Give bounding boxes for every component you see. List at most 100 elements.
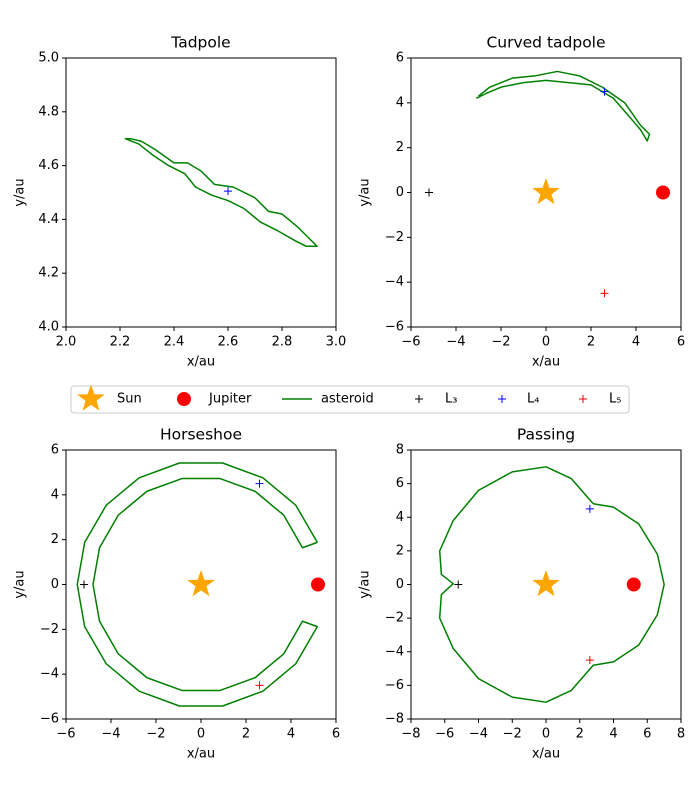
x-tick-label: 2.6 [218,335,239,350]
subplot-title: Tadpole [170,34,230,52]
lagrange-marker [579,395,587,403]
y-tick-label: −4 [40,667,59,682]
plot-area [425,70,670,298]
series [187,569,215,597]
series [532,177,560,205]
y-tick-label: 4.4 [38,212,59,227]
lagrange-marker [255,681,264,690]
y-tick-label: 4 [396,510,404,525]
x-tick-label: 4 [632,335,640,350]
lagrange-marker [80,580,88,589]
series [532,569,560,597]
y-axis-label: y/au [358,570,373,598]
series [585,656,594,665]
lagrange-marker [224,187,232,196]
x-tick-label: 2 [587,335,595,350]
legend-label: Sun [117,392,142,407]
series [80,580,88,589]
y-tick-label: 0 [396,577,404,592]
x-axis-label: x/au [187,355,215,370]
x-tick-label: −4 [446,335,465,350]
lagrange-marker [454,580,463,589]
y-tick-label: 4.8 [38,104,59,119]
jupiter-marker [311,577,325,592]
axes-frame [410,449,682,720]
axes-frame [65,449,337,720]
lagrange-marker [425,188,433,197]
y-tick-label: 2 [396,543,404,558]
y-tick-label: 4.2 [38,266,59,281]
asteroid-path [438,466,665,703]
legend-label: asteroid [321,392,374,407]
series [438,466,665,703]
y-tick-label: −4 [385,644,404,659]
series [311,577,325,592]
y-tick-label: 4.6 [38,158,59,173]
y-tick-label: −8 [385,712,404,727]
x-tick-label: −4 [101,727,120,742]
plot-area [438,466,665,703]
lagrange-marker [600,289,609,298]
jupiter-marker [656,185,670,200]
plot-area [124,137,318,248]
lagrange-marker [600,87,609,96]
subplot-title: Curved tadpole [486,34,605,52]
y-tick-label: −4 [385,275,404,290]
legend-frame [70,385,630,414]
x-tick-label: −4 [469,727,488,742]
series [224,187,232,196]
series [600,87,609,96]
x-tick-label: −2 [146,727,165,742]
sun-marker [77,384,105,411]
y-tick-label: 6 [396,51,404,66]
series [585,504,594,513]
y-tick-label: 6 [51,443,59,458]
sun-marker [532,569,560,597]
x-tick-label: −6 [56,727,75,742]
subplot: Horseshoe x/au y/au −6 −4 −2 0 2 4 6 −6 −4 −2 0 2 4 6 [13,426,341,762]
jupiter-marker [177,392,191,406]
series [255,681,264,690]
subplot: Passing x/au y/au −8 −6 −4 −2 0 2 4 6 8 −8 −6 −4 −2 0 2 4 6… [358,426,686,762]
x-tick-label: 6 [677,335,685,350]
legend-label: L₃ [445,392,457,407]
legend: Sun Jupiter asteroid L₃ L₄ L₅ [70,384,630,414]
y-tick-label: −2 [385,611,404,626]
series [475,70,651,142]
x-tick-label: 2 [242,727,250,742]
x-axis-label: x/au [532,747,560,762]
y-tick-label: −2 [40,622,59,637]
x-tick-label: 2.8 [272,335,293,350]
series [454,580,463,589]
y-axis-label: y/au [13,570,28,598]
legend-label: L₅ [609,392,621,407]
sun-marker [532,177,560,205]
x-tick-label: 0 [197,727,205,742]
subplot-title: Horseshoe [160,426,242,444]
series [626,577,641,592]
x-tick-label: 2 [576,727,584,742]
y-tick-label: 4.0 [38,320,59,335]
y-tick-label: 0 [51,577,59,592]
y-axis-label: y/au [13,178,28,206]
x-tick-label: −2 [491,335,510,350]
y-axis-label: y/au [358,178,373,206]
series [255,479,264,488]
lagrange-marker [585,504,594,513]
legend-label: L₄ [527,392,539,407]
series [656,185,670,200]
y-tick-label: −6 [385,678,404,693]
y-tick-label: −2 [385,230,404,245]
x-tick-label: 4 [609,727,617,742]
x-tick-label: 6 [643,727,651,742]
y-tick-label: 2 [51,532,59,547]
x-tick-label: 2.4 [164,335,185,350]
y-tick-label: 6 [396,476,404,491]
y-tick-label: 2 [396,140,404,155]
x-tick-label: 2.2 [110,335,131,350]
axes-frame [65,57,337,328]
sun-marker [187,569,215,597]
x-tick-label: 0 [542,335,550,350]
subplot-title: Passing [517,426,575,444]
